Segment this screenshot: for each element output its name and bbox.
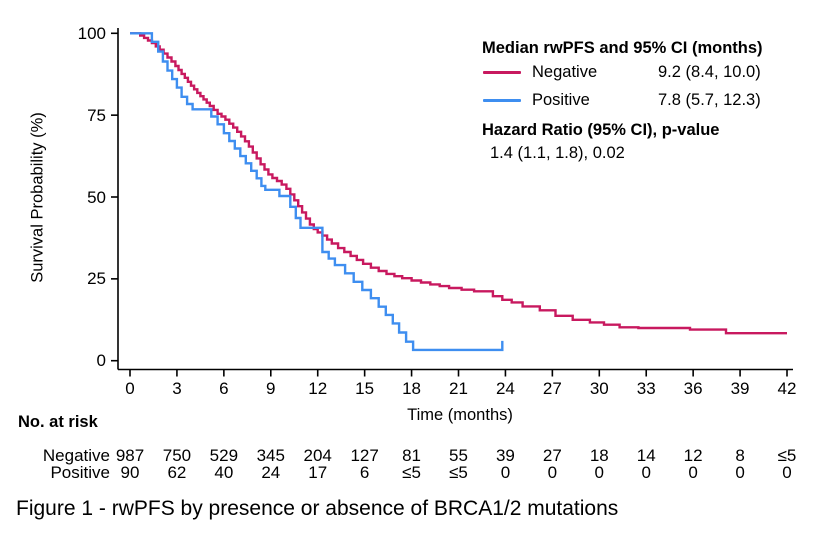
- risk-cell: 55: [449, 446, 468, 465]
- legend-label-positive: Positive: [532, 91, 590, 109]
- risk-cell: 750: [162, 446, 192, 465]
- legend-row-positive: Positive 7.8 (5.7, 12.3): [482, 86, 812, 114]
- km-plot-canvas: [111, 28, 793, 377]
- hazard-ratio-title: Hazard Ratio (95% CI), p-value: [482, 121, 720, 139]
- risk-cell: 62: [167, 463, 187, 482]
- legend-row-negative: Negative 9.2 (8.4, 10.0): [482, 58, 812, 86]
- legend-value-positive: 7.8 (5.7, 12.3): [658, 91, 761, 109]
- risk-cell: 0: [500, 463, 511, 482]
- x-tick-label: 9: [266, 379, 276, 398]
- x-tick-label: 36: [683, 379, 703, 398]
- risk-cell: 127: [350, 446, 379, 465]
- risk-cell: 81: [402, 446, 422, 465]
- risk-cell: 345: [256, 446, 285, 465]
- legend-label-negative: Negative: [532, 63, 598, 81]
- risk-cell: 529: [209, 446, 239, 465]
- y-tick-label: 50: [87, 187, 106, 207]
- risk-cell: 90: [120, 463, 140, 482]
- risk-cell: 0: [547, 463, 558, 482]
- x-tick-label: 42: [777, 379, 797, 398]
- risk-cell: 27: [542, 446, 562, 465]
- x-tick-label: 15: [355, 379, 375, 398]
- risk-cell: 12: [683, 446, 703, 465]
- risk-cell: ≤5: [449, 463, 468, 482]
- risk-cell: 18: [589, 446, 609, 465]
- risk-table-title: No. at risk: [18, 413, 98, 431]
- risk-cell: ≤5: [777, 446, 797, 465]
- y-tick-label: 0: [96, 351, 106, 371]
- x-tick-label: 12: [308, 379, 328, 398]
- x-axis-title: Time (months): [407, 406, 513, 424]
- x-tick-label: 30: [589, 379, 609, 398]
- figure-caption: Figure 1 - rwPFS by presence or absence …: [16, 497, 619, 520]
- risk-cell: 0: [594, 463, 605, 482]
- x-tick-label: 39: [730, 379, 750, 398]
- risk-cell: 987: [115, 446, 145, 465]
- x-tick-label: 33: [636, 379, 656, 398]
- risk-cell: 0: [735, 463, 745, 482]
- x-tick-label: 21: [449, 379, 468, 398]
- y-tick-label: 25: [87, 269, 106, 289]
- risk-cell: 14: [636, 446, 656, 465]
- y-axis-title: Survival Probability (%): [28, 112, 47, 283]
- risk-row-label-negative: Negative: [42, 446, 110, 465]
- x-tick-label: 6: [219, 379, 229, 398]
- risk-cell: 0: [782, 463, 792, 482]
- risk-cell: 8: [735, 446, 745, 465]
- risk-cell: 0: [688, 463, 698, 482]
- x-tick-label: 0: [125, 379, 135, 398]
- legend: Median rwPFS and 95% CI (months) Negativ…: [482, 38, 812, 163]
- legend-value-negative: 9.2 (8.4, 10.0): [658, 63, 761, 81]
- risk-cell: 24: [261, 463, 281, 482]
- risk-cell: 6: [359, 463, 370, 482]
- risk-row-label-positive: Positive: [50, 463, 110, 482]
- legend-title: Median rwPFS and 95% CI (months): [482, 39, 763, 57]
- x-tick-label: 24: [495, 379, 515, 398]
- x-tick-label: 3: [172, 379, 182, 398]
- y-tick-label: 100: [77, 23, 106, 43]
- risk-cell: ≤5: [402, 463, 421, 482]
- negative-curve: [130, 32, 787, 335]
- x-tick-label: 18: [402, 379, 422, 398]
- risk-cell: 39: [495, 446, 515, 465]
- risk-cell: 40: [214, 463, 234, 482]
- risk-cell: 17: [308, 463, 328, 482]
- risk-cell: 0: [641, 463, 651, 482]
- positive-curve: [130, 32, 504, 352]
- x-tick-label: 27: [542, 379, 562, 398]
- positive-line-swatch: [483, 99, 521, 102]
- negative-line-swatch: [483, 71, 521, 74]
- y-tick-label: 75: [87, 105, 106, 125]
- hazard-ratio-value: 1.4 (1.1, 1.8), 0.02: [490, 144, 625, 162]
- risk-cell: 204: [303, 446, 332, 465]
